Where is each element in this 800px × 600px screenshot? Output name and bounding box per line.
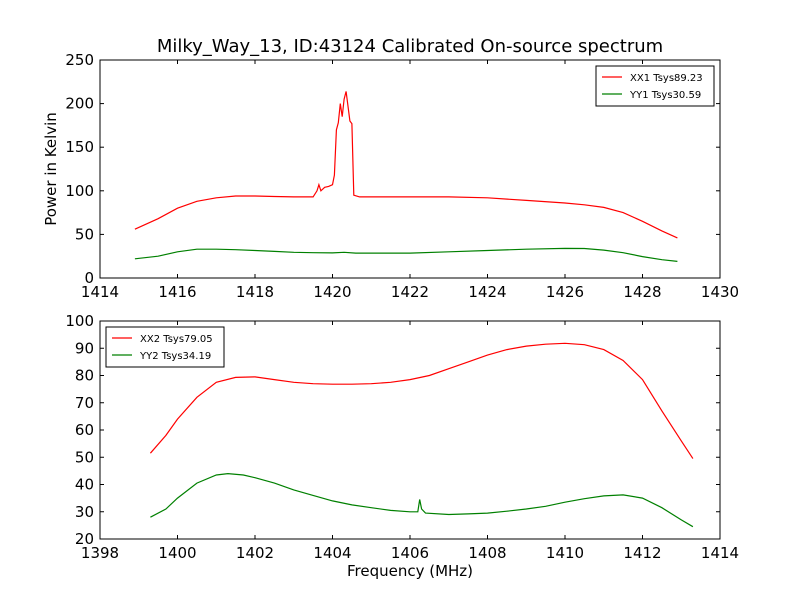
y-tick-label: 70 (75, 394, 94, 412)
y-tick-label: 40 (75, 476, 94, 494)
x-tick-label: 1416 (158, 283, 196, 301)
y-tick-label: 50 (75, 448, 94, 466)
y-tick-label: 30 (75, 503, 94, 521)
x-tick-label: 1414 (701, 544, 739, 562)
y-tick-label: 0 (84, 269, 94, 287)
x-tick-label: 1402 (236, 544, 274, 562)
y-tick-label: 90 (75, 339, 94, 357)
y-tick-label: 100 (65, 182, 94, 200)
series-line-xx (149, 342, 694, 459)
x-tick-label: 1418 (236, 283, 274, 301)
y-tick-label: 20 (75, 530, 94, 548)
bottom-spectrum-panel: 1398 1400 1402 1404 1406 1408 1410 1412 1414 20 30… (65, 312, 739, 580)
top-spectrum-panel: 1414 1416 1418 1420 1422 1424 1426 1428 1430 0 50 1… (42, 51, 739, 301)
legend: XX1 Tsys89.23 YY1 Tsys30.59 (595, 65, 715, 107)
x-tick-label: 1428 (623, 283, 661, 301)
y-tick-label: 250 (65, 51, 94, 69)
x-tick-label: 1406 (391, 544, 429, 562)
x-tick-label: 1430 (701, 283, 739, 301)
x-tick-label: 1422 (391, 283, 429, 301)
legend-label: YY1 Tsys30.59 (629, 90, 701, 101)
x-tick-label: 1398 (81, 544, 119, 562)
y-tick-label: 50 (75, 225, 94, 243)
y-tick-label: 80 (75, 367, 94, 385)
legend-box (595, 65, 715, 107)
x-tick-label: 1426 (546, 283, 584, 301)
series-line-yy (150, 472, 694, 528)
y-tick-label: 60 (75, 421, 94, 439)
x-tick-label: 1400 (158, 544, 196, 562)
y-axis-label: Power in Kelvin (42, 112, 60, 226)
x-tick-label: 1420 (313, 283, 351, 301)
y-tick-label: 150 (65, 138, 94, 156)
x-tick-label: 1410 (546, 544, 584, 562)
x-tick-label: 1424 (468, 283, 506, 301)
legend-label: XX2 Tsys79.05 (140, 334, 213, 345)
figure-title: Milky_Way_13, ID:43124 Calibrated On-sou… (157, 36, 663, 57)
legend: XX2 Tsys79.05 YY2 Tsys34.19 (105, 326, 225, 368)
x-axis-label: Frequency (MHz) (347, 562, 473, 580)
y-tick-label: 200 (65, 95, 94, 113)
legend-label: XX1 Tsys89.23 (630, 73, 703, 84)
legend-label: YY2 Tsys34.19 (139, 351, 211, 362)
series-line-xx (134, 91, 678, 239)
x-tick-label: 1404 (313, 544, 351, 562)
x-tick-label: 1414 (81, 283, 119, 301)
x-tick-label: 1408 (468, 544, 506, 562)
legend-box (105, 326, 225, 368)
x-tick-label: 1412 (623, 544, 661, 562)
y-tick-label: 100 (65, 312, 94, 330)
series-line-yy (134, 247, 678, 262)
